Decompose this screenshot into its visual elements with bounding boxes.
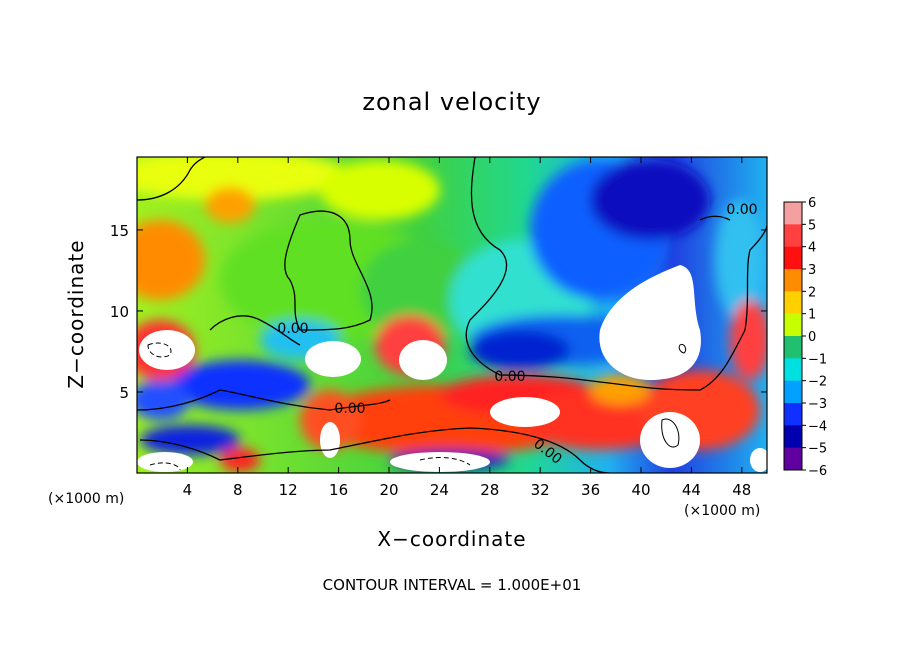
colorbar-swatch [784, 380, 802, 404]
chart-title: zonal velocity [362, 88, 542, 116]
y-axis-label: Z−coordinate [64, 239, 88, 389]
x-tick-label: 16 [329, 481, 348, 499]
colorbar-swatch [784, 246, 802, 270]
colorbar-swatch [784, 358, 802, 382]
x-ticks: 4 8 12 16 20 24 28 32 36 40 44 48 [183, 157, 751, 499]
x-tick-label: 44 [682, 481, 701, 499]
colorbar-swatch [784, 425, 802, 449]
colorbar-swatch [784, 202, 802, 225]
colorbar-tick-label: 5 [808, 218, 816, 233]
contour-label: 0.00 [494, 369, 525, 385]
colorbar-tick-label: −6 [808, 464, 827, 479]
colorbar-swatch [784, 313, 802, 337]
x-unit-label-left: (×1000 m) [48, 491, 125, 507]
x-tick-label: 12 [279, 481, 298, 499]
plot-frame [136, 156, 768, 474]
x-tick-label: 24 [430, 481, 449, 499]
x-tick-label: 8 [233, 481, 243, 499]
colorbar-tick-label: 1 [808, 308, 816, 323]
colorbar-tick-label: 0 [808, 330, 816, 345]
colorbar-swatch [784, 224, 802, 248]
y-ticks: 5 10 15 [110, 222, 767, 402]
colorbar-swatch [784, 336, 802, 359]
x-axis-label: X−coordinate [377, 527, 527, 551]
colorbar-tick-label: 6 [808, 196, 816, 211]
colorbar-tick-label: −3 [808, 397, 827, 412]
colorbar-tick-label: 3 [808, 263, 816, 278]
x-tick-label: 36 [581, 481, 600, 499]
x-tick-label: 48 [732, 481, 751, 499]
colorbar-tick-label: −1 [808, 352, 827, 367]
colorbar-tick-label: −5 [808, 442, 827, 457]
x-tick-label: 40 [631, 481, 650, 499]
colorbar-tick-label: −2 [808, 375, 827, 390]
colorbar-tick-label: 2 [808, 285, 816, 300]
x-unit-label-right: (×1000 m) [684, 503, 761, 519]
colorbar-swatch [784, 447, 802, 471]
colorbar: 6 5 4 3 2 1 0 −1 −2 −3 −4 −5 −6 [783, 196, 827, 479]
y-tick-label: 10 [110, 303, 129, 321]
x-tick-label: 32 [531, 481, 550, 499]
y-tick-label: 5 [119, 384, 129, 402]
x-tick-label: 28 [480, 481, 499, 499]
colorbar-swatch [784, 291, 802, 315]
x-tick-label: 4 [183, 481, 193, 499]
contour-label: 0.00 [277, 321, 308, 337]
colorbar-swatch [784, 403, 802, 426]
heatmap-field [137, 157, 767, 473]
colorbar-tick-label: −4 [808, 419, 827, 434]
colorbar-tick-label: 4 [808, 241, 816, 256]
contour-label: 0.00 [334, 401, 365, 417]
y-tick-label: 15 [110, 222, 129, 240]
colorbar-swatch [784, 269, 802, 292]
contour-label: 0.00 [726, 202, 757, 218]
contour-interval-note: CONTOUR INTERVAL = 1.000E+01 [322, 576, 582, 594]
x-tick-label: 20 [379, 481, 398, 499]
